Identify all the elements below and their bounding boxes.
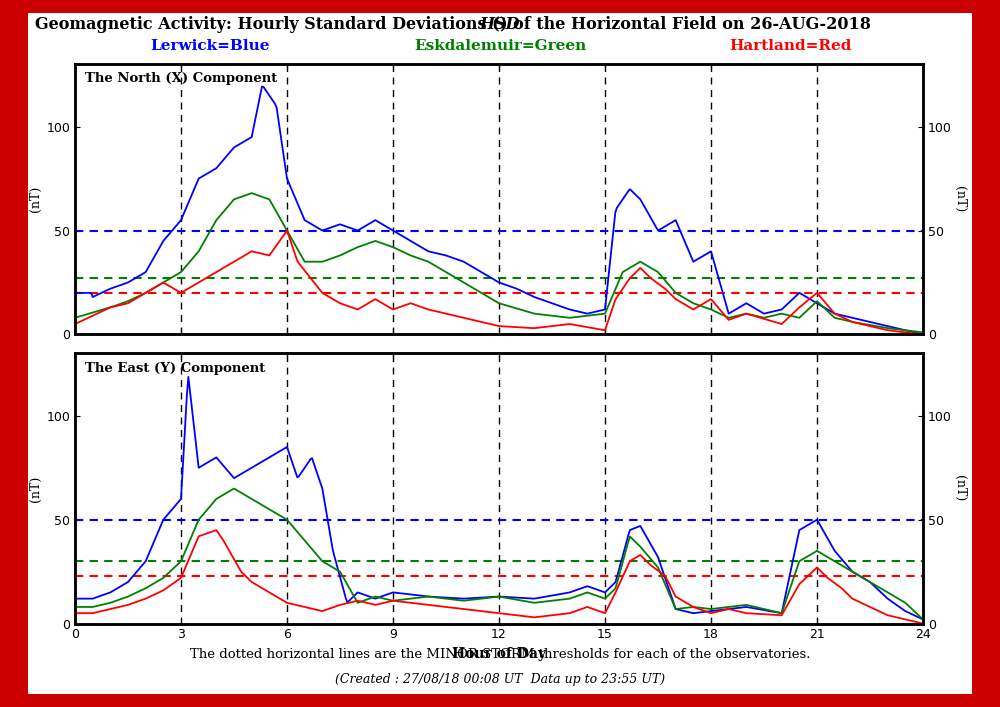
Y-axis label: (nT): (nT) [29, 475, 42, 502]
Y-axis label: (nT): (nT) [29, 186, 42, 213]
Text: Geomagnetic Activity: Hourly Standard Deviations (: Geomagnetic Activity: Hourly Standard De… [35, 16, 500, 33]
Text: ) of the Horizontal Field on 26-AUG-2018: ) of the Horizontal Field on 26-AUG-2018 [500, 16, 871, 33]
Text: Eskdalemuir=Green: Eskdalemuir=Green [414, 39, 586, 53]
Text: The North (X) Component: The North (X) Component [85, 72, 277, 86]
Text: Hartland=Red: Hartland=Red [729, 39, 851, 53]
X-axis label: Hour of Day: Hour of Day [452, 647, 546, 661]
Text: The dotted horizontal lines are the MINOR STORM thresholds for each of the obser: The dotted horizontal lines are the MINO… [190, 648, 810, 661]
Text: Lerwick=Blue: Lerwick=Blue [150, 39, 270, 53]
Text: The East (Y) Component: The East (Y) Component [85, 361, 265, 375]
Text: HSD: HSD [480, 16, 520, 33]
Y-axis label: (nT): (nT) [953, 475, 966, 502]
Text: (Created : 27/08/18 00:08 UT  Data up to 23:55 UT): (Created : 27/08/18 00:08 UT Data up to … [335, 673, 665, 686]
Y-axis label: (nT): (nT) [953, 186, 966, 213]
